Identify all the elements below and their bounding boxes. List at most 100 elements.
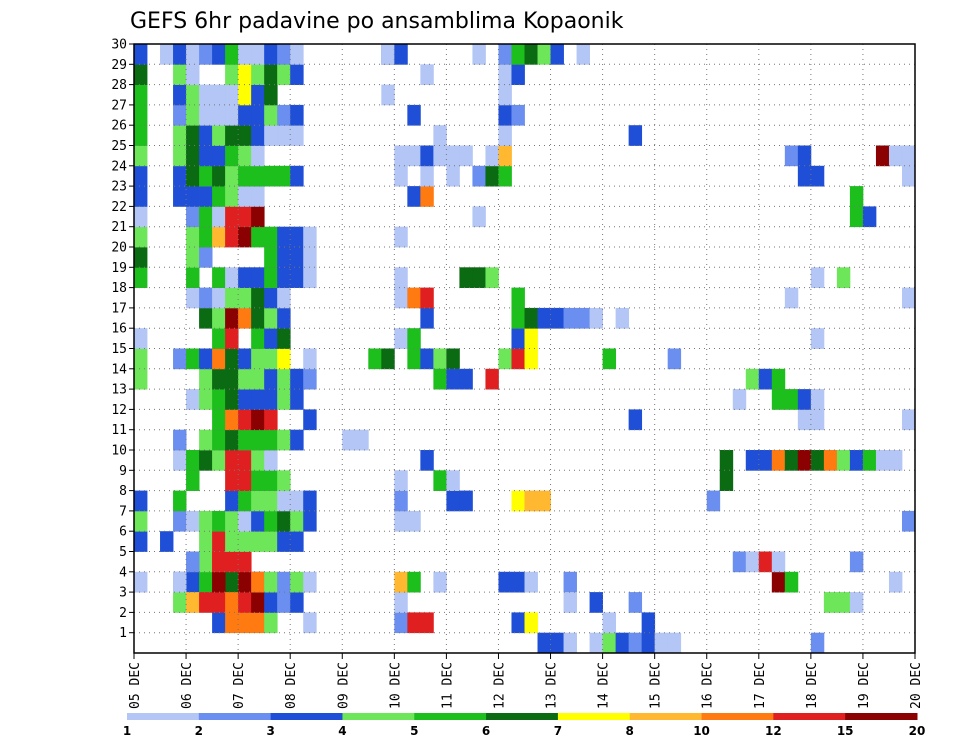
heatmap-cell <box>446 348 460 370</box>
y-tick-label: 29 <box>111 58 127 73</box>
y-tick-label: 30 <box>111 38 127 53</box>
heatmap-cell <box>212 612 226 634</box>
heatmap-cell <box>238 389 252 410</box>
heatmap-cell <box>446 368 460 390</box>
heatmap-cell <box>186 125 200 146</box>
heatmap-cell <box>186 551 200 573</box>
heatmap-cell <box>186 267 200 288</box>
heatmap-cell <box>251 206 265 228</box>
heatmap-cell <box>381 348 395 370</box>
heatmap-cell <box>563 571 577 593</box>
heatmap-cell <box>446 470 460 491</box>
heatmap-cell <box>771 368 786 390</box>
heatmap-cell <box>134 328 148 349</box>
heatmap-cell <box>277 44 291 65</box>
heatmap-cell <box>251 145 265 167</box>
heatmap-cell <box>173 348 187 370</box>
heatmap-cell <box>264 64 278 85</box>
heatmap-cell <box>212 510 226 532</box>
heatmap-cell <box>199 125 213 146</box>
heatmap-cell <box>589 632 603 654</box>
x-tick-label: 12 DEC <box>492 662 507 709</box>
y-tick-label: 10 <box>111 444 127 459</box>
heatmap-cell <box>771 571 786 593</box>
heatmap-cell <box>290 571 304 593</box>
heatmap-cell <box>511 287 525 309</box>
heatmap-cell <box>238 592 252 613</box>
heatmap-cell <box>511 44 525 65</box>
heatmap-cell <box>290 247 304 268</box>
heatmap-cell <box>212 145 226 167</box>
heatmap-cell <box>576 307 590 329</box>
heatmap-cell <box>485 368 499 390</box>
colorbar-segment <box>127 713 200 720</box>
colorbar-label: 6 <box>482 724 490 738</box>
heatmap-cell <box>888 571 903 593</box>
heatmap-cell <box>420 348 434 370</box>
heatmap-cell <box>589 307 603 329</box>
heatmap-cell <box>264 450 278 471</box>
x-tick-label: 09 DEC <box>336 662 351 709</box>
heatmap-cell <box>277 247 291 268</box>
heatmap-cell <box>199 84 213 106</box>
heatmap-cell <box>290 165 304 187</box>
heatmap-cell <box>303 510 317 532</box>
heatmap-cell <box>225 612 239 634</box>
heatmap-cell <box>199 551 213 573</box>
heatmap-cell <box>810 328 825 349</box>
heatmap-cell <box>251 186 265 207</box>
heatmap-cell <box>303 571 317 593</box>
heatmap-cell <box>212 84 226 106</box>
y-tick-label: 25 <box>111 139 127 154</box>
heatmap-cell <box>238 490 252 512</box>
heatmap-cell <box>446 165 460 187</box>
heatmap-cell <box>277 429 291 451</box>
heatmap-cell <box>186 571 200 593</box>
heatmap-cell <box>433 368 447 390</box>
heatmap-cell <box>745 551 760 573</box>
heatmap-cell <box>264 267 278 288</box>
colorbar-label: 10 <box>693 724 710 738</box>
heatmap-cells <box>134 44 916 654</box>
heatmap-cell <box>251 470 265 491</box>
heatmap-cell <box>134 165 148 187</box>
heatmap-cell <box>732 551 747 573</box>
heatmap-cell <box>524 490 538 512</box>
heatmap-cell <box>199 226 213 248</box>
heatmap-cell <box>238 571 252 593</box>
heatmap-cell <box>563 632 577 654</box>
heatmap-cell <box>810 267 825 288</box>
heatmap-cell <box>277 104 291 126</box>
heatmap-cell <box>212 389 226 410</box>
heatmap-cell <box>485 145 499 167</box>
heatmap-cell <box>290 104 304 126</box>
heatmap-cell <box>407 186 421 207</box>
heatmap-cell <box>199 165 213 187</box>
heatmap-cell <box>238 612 252 634</box>
heatmap-cell <box>186 206 200 228</box>
heatmap-cell <box>212 267 226 288</box>
heatmap-cell <box>264 409 278 431</box>
heatmap-cell <box>199 307 213 329</box>
heatmap-cell <box>277 389 291 410</box>
heatmap-cell <box>784 571 799 593</box>
colorbar-segment <box>414 713 487 720</box>
heatmap-cell <box>134 348 148 370</box>
heatmap-cell <box>173 64 187 85</box>
heatmap-cell <box>849 551 864 573</box>
heatmap-cell <box>719 450 734 471</box>
heatmap-cell <box>225 206 239 228</box>
heatmap-cell <box>511 328 525 349</box>
heatmap-cell <box>264 44 278 65</box>
heatmap-cell <box>277 470 291 491</box>
heatmap-cell <box>797 389 812 410</box>
y-tick-label: 7 <box>119 504 127 519</box>
heatmap-cell <box>277 307 291 329</box>
heatmap-cell <box>537 490 551 512</box>
heatmap-cell <box>225 328 239 349</box>
heatmap-cell <box>134 531 148 552</box>
heatmap-cell <box>212 592 226 613</box>
colorbar-label: 7 <box>554 724 562 738</box>
heatmap-cell <box>615 307 630 329</box>
heatmap-cell <box>784 287 799 309</box>
